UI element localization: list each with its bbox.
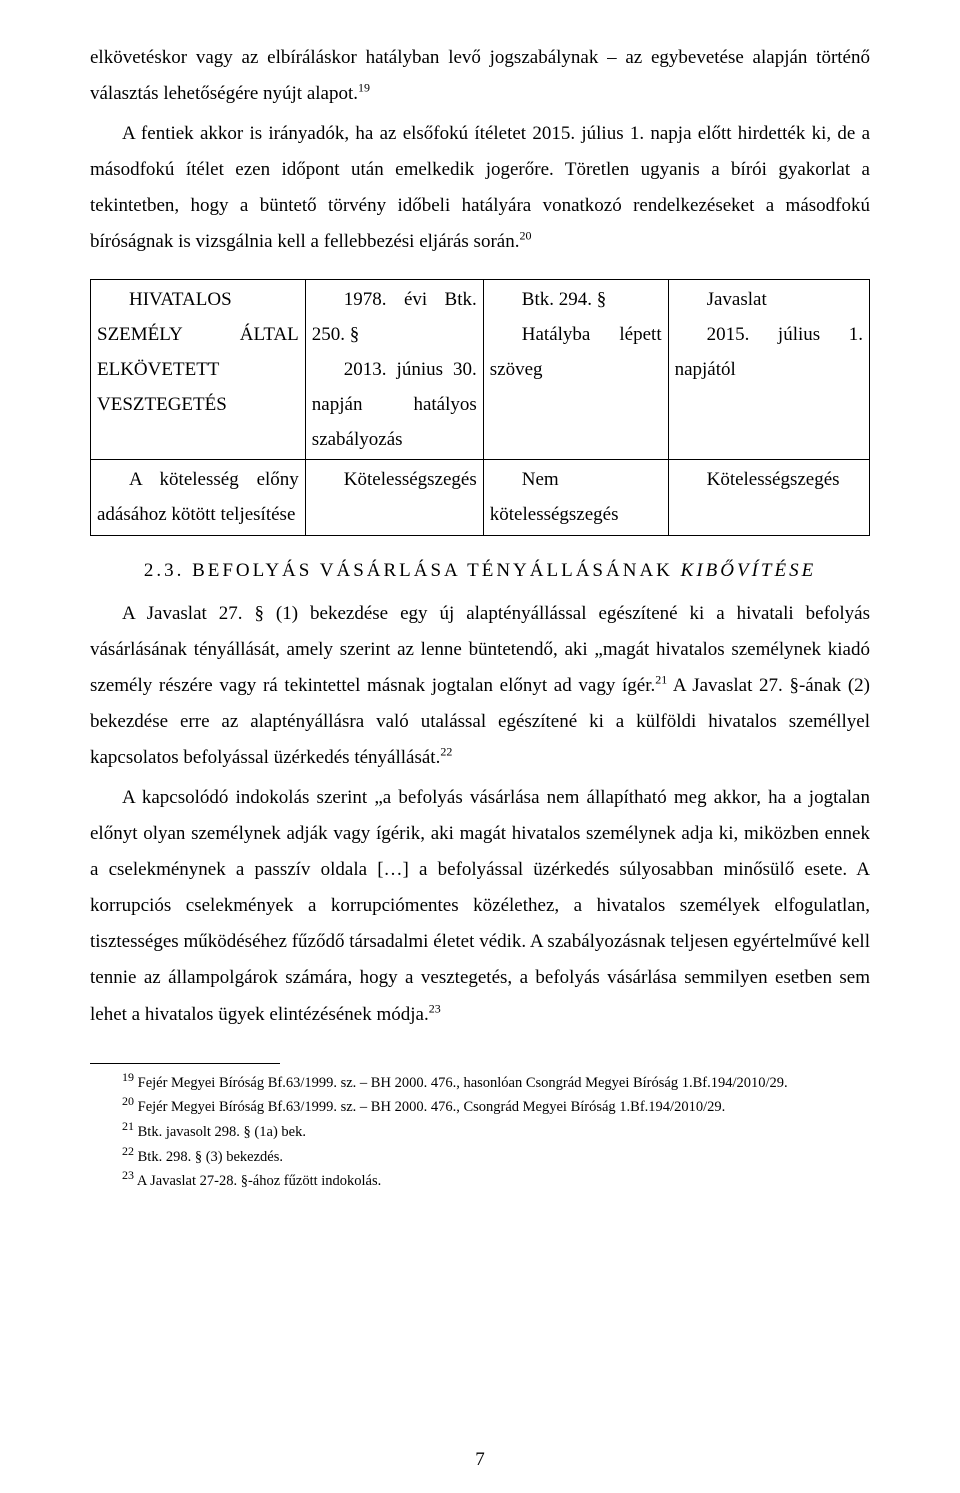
page-number: 7 <box>0 1449 960 1471</box>
footnote-ref-21: 21 <box>655 672 667 686</box>
section-heading: 2.3. BEFOLYÁS VÁSÁRLÁSA TÉNYÁLLÁSÁNAK KI… <box>90 560 870 582</box>
footnote-num: 23 <box>122 1168 134 1182</box>
footnote-separator <box>90 1063 280 1064</box>
cell-text: Javaslat <box>675 282 863 317</box>
p1-text: elkövetéskor vagy az elbíráláskor hatály… <box>90 47 870 104</box>
cell-text: Kötelességszegés <box>675 462 863 497</box>
cell-text: 2013. június 30. napján hatályos szabály… <box>312 352 477 457</box>
footnote-num: 22 <box>122 1144 134 1158</box>
footnote-23: 23 A Javaslat 27-28. §-ához fűzött indok… <box>90 1168 870 1191</box>
heading-italic: KIBŐVÍTÉSE <box>681 560 817 581</box>
footnote-20: 20 Fejér Megyei Bíróság Bf.63/1999. sz. … <box>90 1094 870 1117</box>
footnote-ref-20: 20 <box>519 229 531 243</box>
p4-text: A kapcsolódó indokolás szerint „a befoly… <box>90 787 870 1025</box>
footnotes-block: 19 Fejér Megyei Bíróság Bf.63/1999. sz. … <box>90 1070 870 1191</box>
footnote-ref-19: 19 <box>358 81 370 95</box>
paragraph-3: A Javaslat 27. § (1) bekezdése egy új al… <box>90 596 870 776</box>
footnote-text: Fejér Megyei Bíróság Bf.63/1999. sz. – B… <box>138 1099 726 1115</box>
table-cell: 1978. évi Btk. 250. § 2013. június 30. n… <box>305 279 483 460</box>
paragraph-4: A kapcsolódó indokolás szerint „a befoly… <box>90 780 870 1033</box>
footnote-text: Btk. javasolt 298. § (1a) bek. <box>138 1124 306 1140</box>
paragraph-2: A fentiek akkor is irányadók, ha az első… <box>90 116 870 260</box>
cell-text: HIVATALOS SZEMÉLY ÁLTAL ELKÖVETETT VESZT… <box>97 282 299 423</box>
table-row: A kötelesség előny adásához kötött telje… <box>91 460 870 535</box>
table-cell: Kötelességszegés <box>305 460 483 535</box>
table-cell: A kötelesség előny adásához kötött telje… <box>91 460 306 535</box>
cell-text: 2015. július 1. napjától <box>675 317 863 387</box>
cell-text: Nem kötelességszegés <box>490 462 662 532</box>
footnote-text: Fejér Megyei Bíróság Bf.63/1999. sz. – B… <box>138 1075 788 1091</box>
footnote-ref-22: 22 <box>440 745 452 759</box>
footnote-num: 20 <box>122 1094 134 1108</box>
footnote-22: 22 Btk. 298. § (3) bekezdés. <box>90 1144 870 1167</box>
cell-text: Kötelességszegés <box>312 462 477 497</box>
footnote-text: A Javaslat 27-28. §-ához fűzött indokolá… <box>137 1173 381 1189</box>
table-cell: HIVATALOS SZEMÉLY ÁLTAL ELKÖVETETT VESZT… <box>91 279 306 460</box>
footnote-19: 19 Fejér Megyei Bíróság Bf.63/1999. sz. … <box>90 1070 870 1093</box>
cell-text: A kötelesség előny adásához kötött telje… <box>97 462 299 532</box>
cell-text: Btk. 294. § <box>490 282 662 317</box>
table-cell: Kötelességszegés <box>668 460 869 535</box>
p2-text: A fentiek akkor is irányadók, ha az első… <box>90 123 870 252</box>
table-row: HIVATALOS SZEMÉLY ÁLTAL ELKÖVETETT VESZT… <box>91 279 870 460</box>
page-container: elkövetéskor vagy az elbíráláskor hatály… <box>0 0 960 1493</box>
cell-text: 1978. évi Btk. 250. § <box>312 282 477 352</box>
table-cell: Btk. 294. § Hatályba lépett szöveg <box>483 279 668 460</box>
footnote-num: 21 <box>122 1119 134 1133</box>
cell-text: Hatályba lépett szöveg <box>490 317 662 387</box>
paragraph-1: elkövetéskor vagy az elbíráláskor hatály… <box>90 40 870 112</box>
footnote-21: 21 Btk. javasolt 298. § (1a) bek. <box>90 1119 870 1142</box>
footnote-num: 19 <box>122 1070 134 1084</box>
heading-text: 2.3. BEFOLYÁS VÁSÁRLÁSA TÉNYÁLLÁSÁNAK KI… <box>144 560 816 581</box>
comparison-table: HIVATALOS SZEMÉLY ÁLTAL ELKÖVETETT VESZT… <box>90 279 870 536</box>
table-cell: Nem kötelességszegés <box>483 460 668 535</box>
footnote-text: Btk. 298. § (3) bekezdés. <box>138 1149 283 1165</box>
table-cell: Javaslat 2015. július 1. napjától <box>668 279 869 460</box>
footnote-ref-23: 23 <box>429 1001 441 1015</box>
